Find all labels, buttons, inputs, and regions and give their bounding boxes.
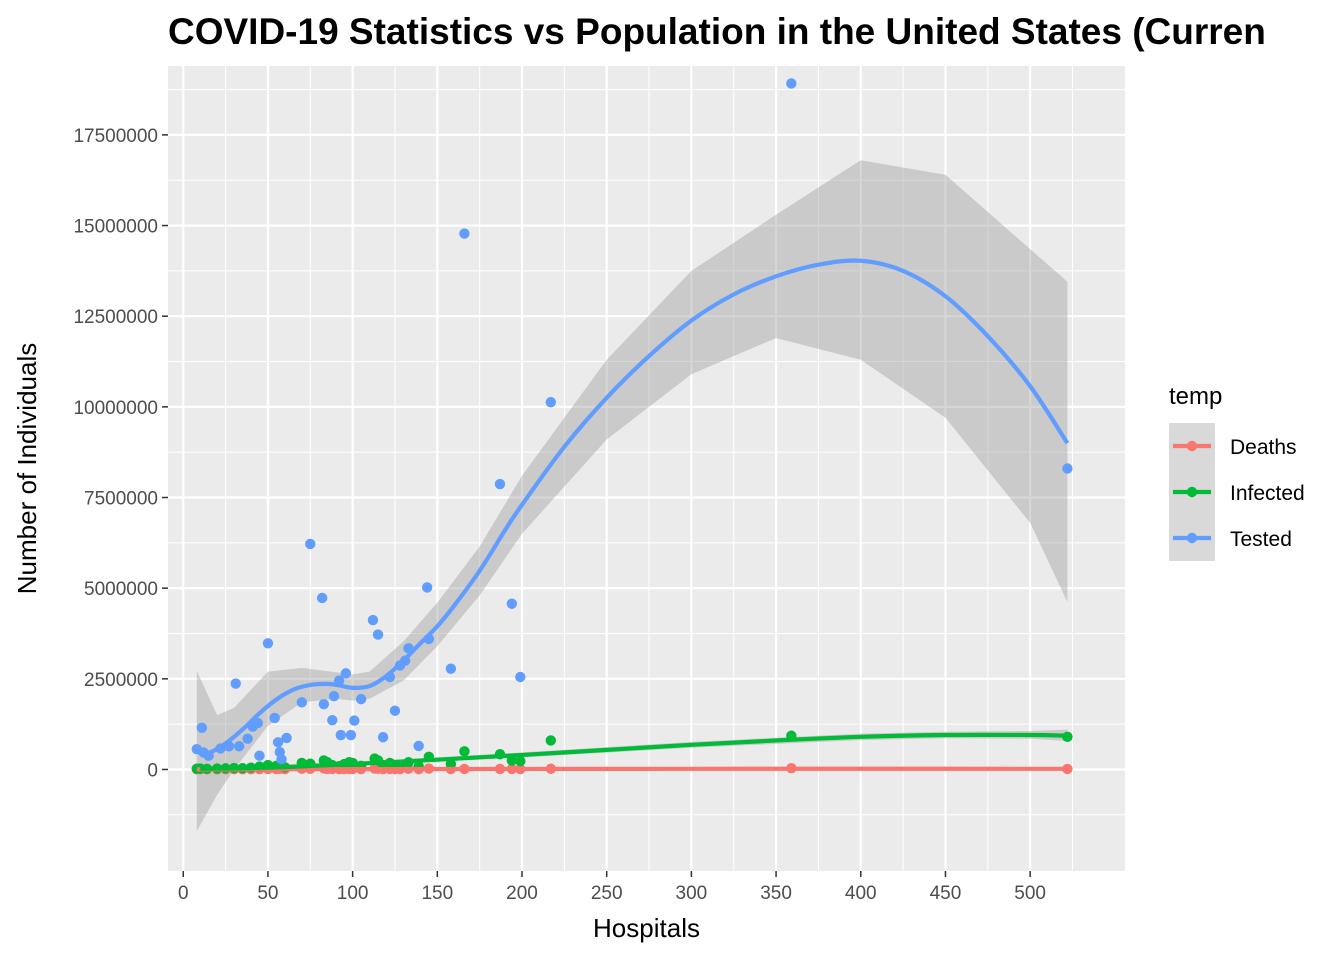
legend-label-tested: Tested xyxy=(1230,528,1292,551)
data-point-infected xyxy=(445,758,457,770)
data-point-tested xyxy=(296,697,308,708)
data-point-tested xyxy=(459,228,470,239)
data-point-tested xyxy=(281,732,292,744)
x-tick-label: 100 xyxy=(337,883,369,904)
smooth-line-deaths xyxy=(196,766,1068,772)
y-tick-label: 2500000 xyxy=(84,670,158,691)
data-point-tested xyxy=(327,714,338,726)
data-point-tested xyxy=(421,582,433,593)
data-point-tested xyxy=(335,729,346,741)
data-point-deaths xyxy=(1062,763,1073,775)
data-point-infected xyxy=(545,735,556,746)
data-point-tested xyxy=(345,729,357,741)
confidence-band-tested xyxy=(196,160,1068,832)
x-tick-label: 200 xyxy=(506,883,538,904)
data-point-infected xyxy=(515,755,526,767)
data-point-tested xyxy=(355,693,367,705)
y-tick-label: 7500000 xyxy=(84,489,158,510)
chart-title: COVID-19 Statistics vs Population in the… xyxy=(168,11,1266,52)
y-tick-label: 17500000 xyxy=(73,126,158,147)
y-tick-label: 15000000 xyxy=(73,217,158,238)
data-point-tested xyxy=(367,614,379,626)
data-point-tested xyxy=(316,592,328,604)
y-tick-label: 0 xyxy=(147,760,158,781)
legend-title: temp xyxy=(1169,383,1222,410)
data-point-tested xyxy=(272,737,284,748)
grid-major xyxy=(168,66,1125,871)
data-point-tested xyxy=(233,741,245,752)
y-tick-label: 10000000 xyxy=(73,398,158,419)
legend-key-point xyxy=(1186,486,1198,498)
data-point-tested xyxy=(230,678,241,689)
y-tick-label: 12500000 xyxy=(73,307,158,328)
x-tick-label: 450 xyxy=(930,883,962,904)
legend-entries: Deaths Infected Tested xyxy=(1169,423,1305,561)
y-axis: 0 2500000 5000000 7500000 10000000 12500000 15… xyxy=(73,126,168,781)
data-point-tested xyxy=(276,754,287,765)
x-tick-label: 500 xyxy=(1014,883,1046,904)
x-tick-label: 0 xyxy=(178,883,189,904)
data-point-tested xyxy=(254,750,265,761)
data-point-tested xyxy=(252,717,263,729)
data-point-tested xyxy=(196,722,208,733)
data-point-tested xyxy=(515,671,526,683)
x-axis: 0 50 100 150 200 250 300 350 400 450 500 xyxy=(178,871,1046,904)
legend-label-infected: Infected xyxy=(1230,482,1305,505)
data-point-tested xyxy=(340,668,352,679)
data-point-tested xyxy=(328,691,340,702)
y-axis-title: Number of Individuals xyxy=(12,343,42,594)
data-point-tested xyxy=(506,598,518,609)
smooth-lines xyxy=(195,258,1070,772)
data-point-tested xyxy=(372,629,384,640)
x-axis-title: Hospitals xyxy=(593,913,700,943)
x-tick-label: 150 xyxy=(421,883,453,904)
y-tick-label: 5000000 xyxy=(84,579,158,600)
x-tick-label: 300 xyxy=(676,883,708,904)
data-point-tested xyxy=(262,638,274,649)
data-point-tested xyxy=(242,733,253,744)
data-point-tested xyxy=(305,538,316,550)
x-tick-label: 400 xyxy=(845,883,877,904)
data-point-tested xyxy=(494,478,506,490)
x-tick-label: 350 xyxy=(760,883,792,904)
legend: temp Deaths Infected Tested xyxy=(1169,383,1305,561)
legend-key-point xyxy=(1186,440,1198,452)
data-point-tested xyxy=(269,712,280,724)
legend-label-deaths: Deaths xyxy=(1230,436,1297,459)
legend-key-point xyxy=(1186,532,1198,544)
data-point-tested xyxy=(318,698,330,710)
x-tick-label: 50 xyxy=(257,883,278,904)
data-point-tested xyxy=(786,78,797,89)
data-point-infected xyxy=(459,746,470,757)
x-tick-label: 250 xyxy=(591,883,623,904)
smooth-line-infected xyxy=(200,732,1068,771)
data-point-tested xyxy=(377,731,389,743)
smooth-line-tested xyxy=(195,258,1070,756)
data-point-tested xyxy=(389,705,401,716)
data-point-tested xyxy=(349,715,360,726)
data-point-tested xyxy=(545,396,556,408)
data-point-tested xyxy=(413,740,424,752)
data-point-tested xyxy=(445,663,457,674)
data-point-infected xyxy=(506,755,518,766)
data-point-tested xyxy=(1062,463,1073,474)
